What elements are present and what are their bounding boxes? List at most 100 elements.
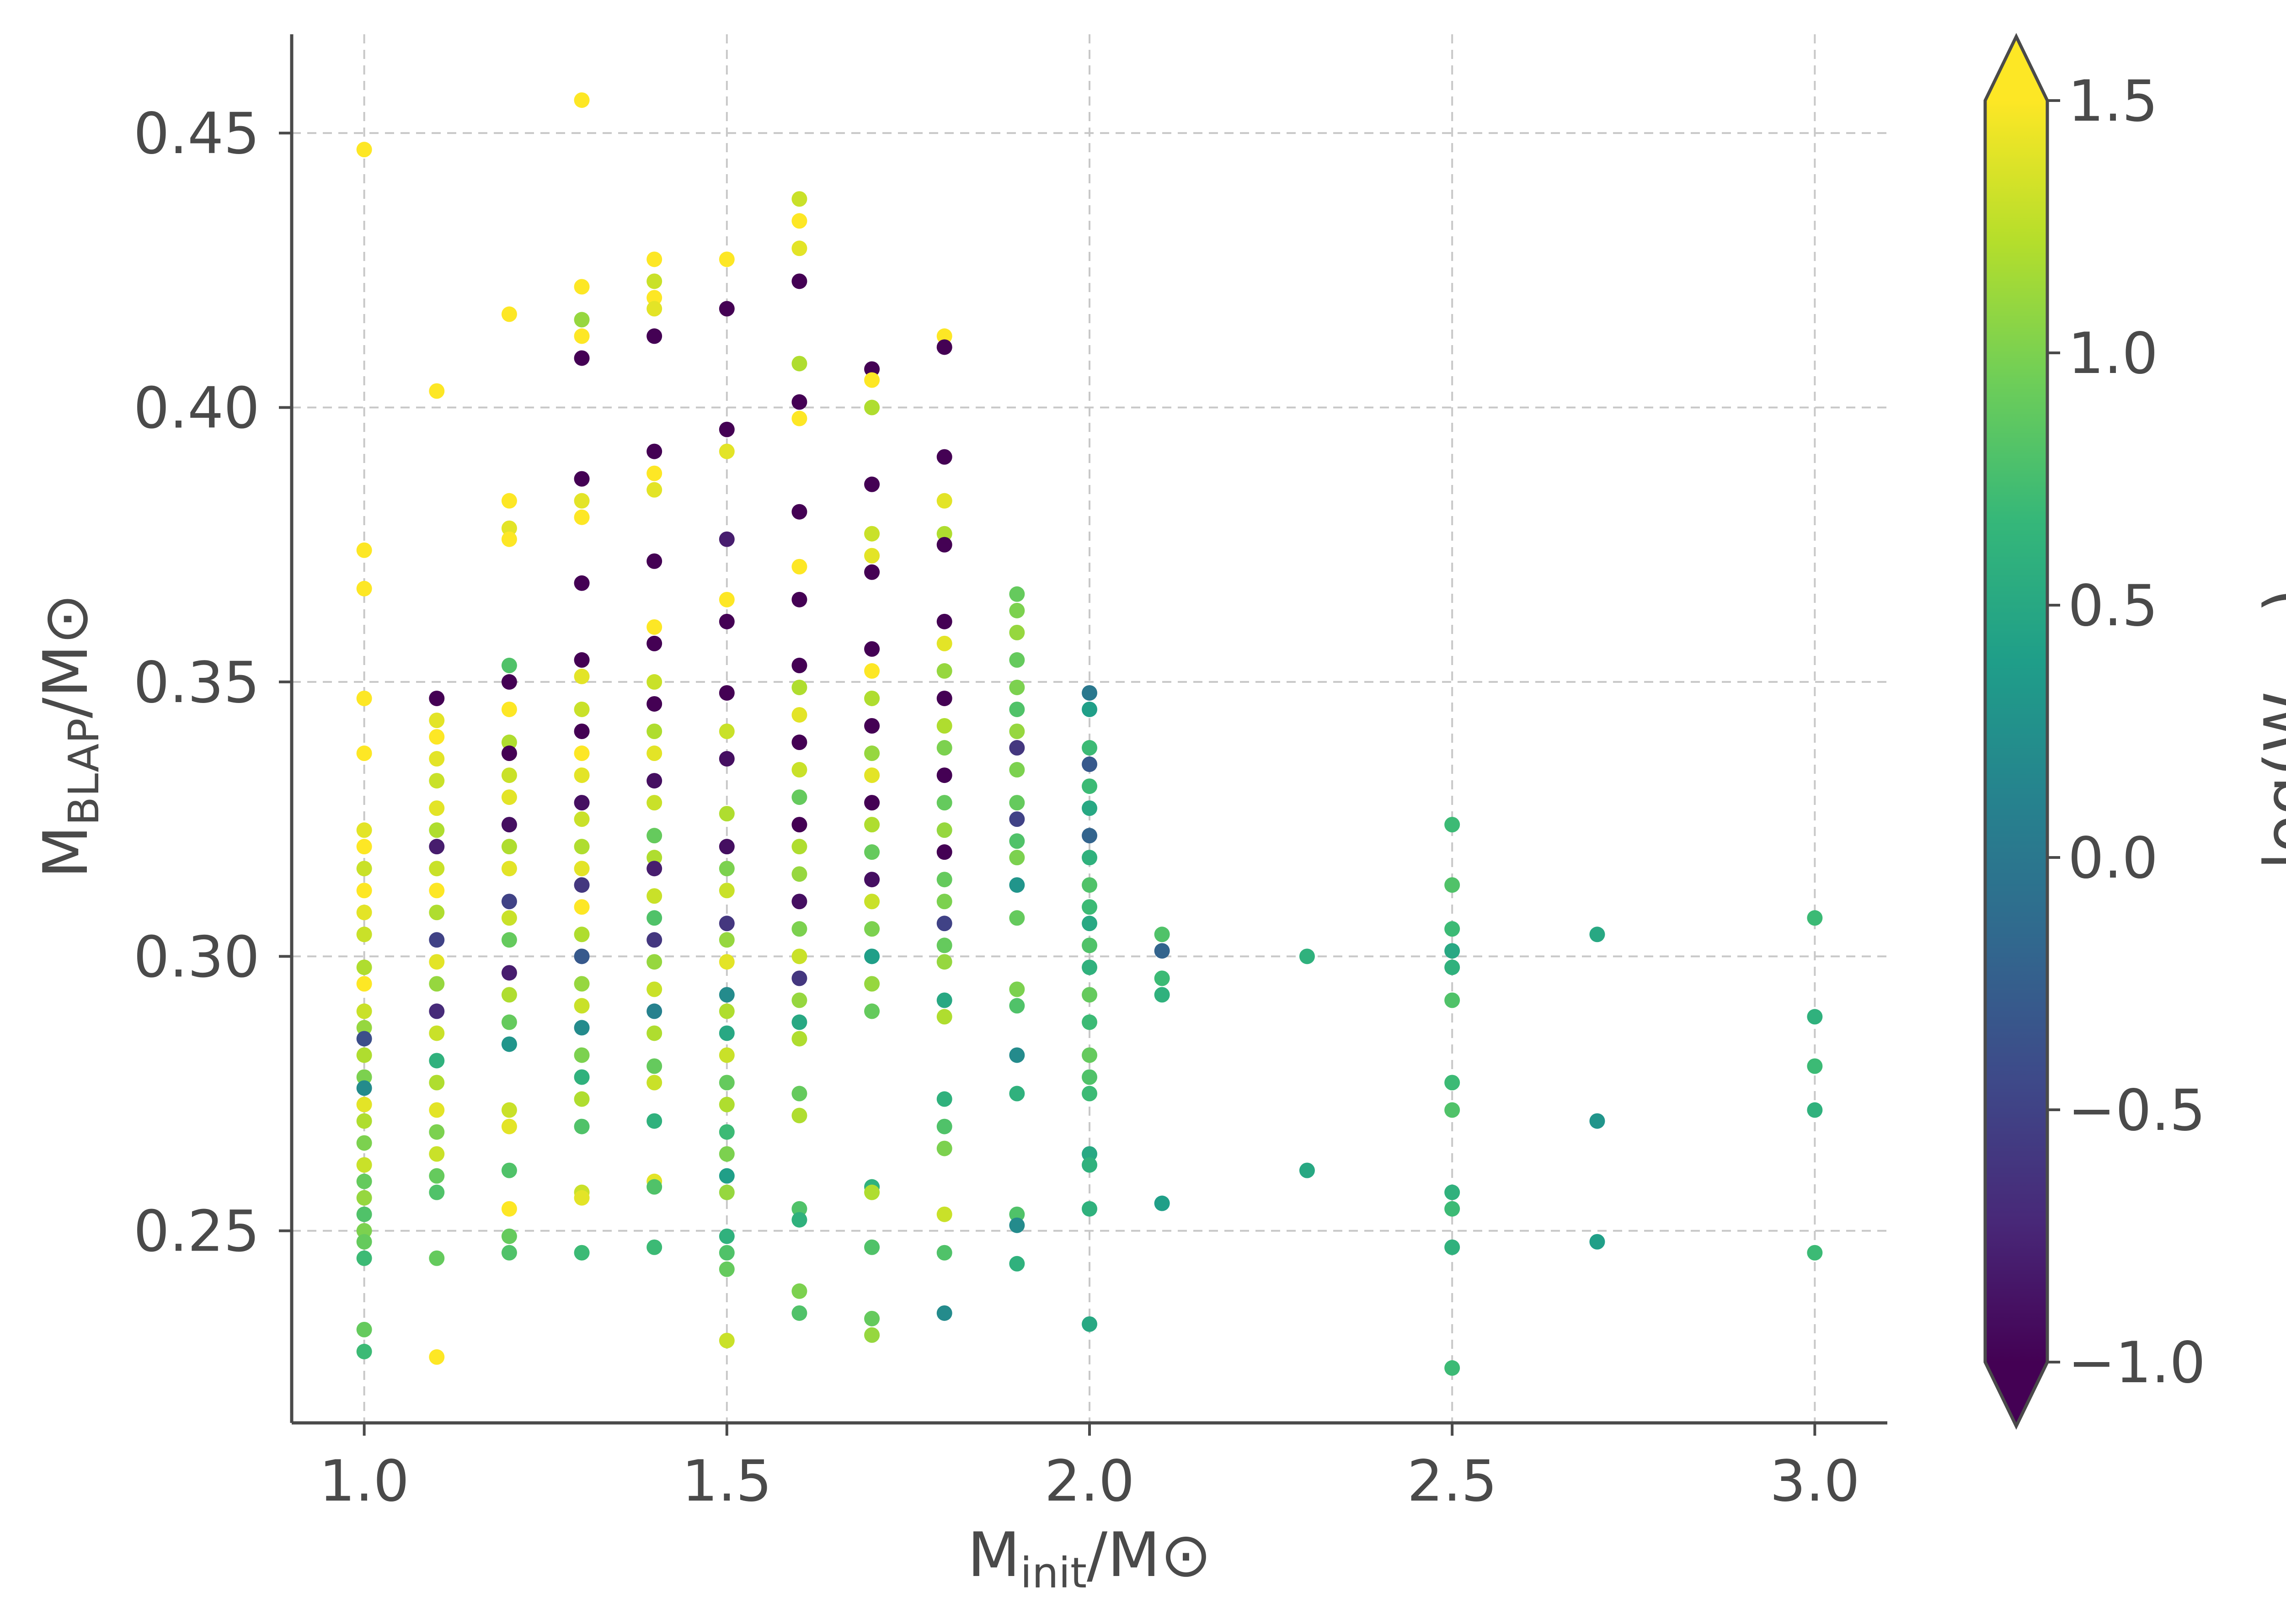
scatter-point (936, 526, 952, 542)
scatter-point (791, 1086, 807, 1102)
scatter-point (719, 1124, 735, 1140)
scatter-point (719, 531, 735, 547)
scatter-point (429, 861, 445, 877)
y-axis-label: MBLAP/M⊙ (30, 593, 108, 879)
scatter-point (791, 679, 807, 695)
colorbar-tick-label: 1.5 (2068, 69, 2158, 134)
scatter-point (429, 1349, 445, 1365)
scatter-point (356, 1031, 372, 1047)
scatter-point (574, 877, 590, 893)
scatter-point (429, 1124, 445, 1140)
scatter-point (1009, 833, 1025, 849)
scatter-point (864, 690, 880, 706)
scatter-point (791, 1014, 807, 1030)
scatter-point (501, 1245, 517, 1261)
scatter-point (356, 822, 372, 838)
scatter-point (429, 1053, 445, 1069)
scatter-point (429, 729, 445, 745)
scatter-point (646, 932, 662, 948)
scatter-point (646, 850, 662, 866)
scatter-point (1154, 926, 1170, 942)
scatter-point (1082, 685, 1097, 701)
scatter-point (1009, 602, 1025, 618)
scatter-point (1807, 1058, 1823, 1074)
scatter-point (936, 767, 952, 783)
scatter-point (429, 690, 445, 706)
scatter-point (936, 916, 952, 932)
scatter-point (936, 894, 952, 910)
scatter-point (1807, 1245, 1823, 1261)
scatter-point (574, 948, 590, 964)
scatter-point (791, 894, 807, 910)
scatter-point (864, 795, 880, 811)
scatter-point (646, 619, 662, 635)
scatter-point (356, 1080, 372, 1096)
scatter-point (1009, 1086, 1025, 1102)
scatter-point (791, 735, 807, 751)
scatter-point (936, 328, 952, 344)
scatter-point (356, 542, 372, 558)
scatter-point (574, 328, 590, 344)
scatter-point (791, 1031, 807, 1047)
scatter-point (574, 1118, 590, 1134)
scatter-point (646, 290, 662, 306)
scatter-point (429, 1168, 445, 1184)
scatter-point (501, 701, 517, 717)
scatter-point (356, 1173, 372, 1189)
scatter-point (1082, 1047, 1097, 1063)
scatter-point (1444, 921, 1460, 937)
scatter-point (719, 591, 735, 607)
scatter-point (356, 1157, 372, 1173)
scatter-point (864, 641, 880, 657)
scatter-point (1082, 987, 1097, 1003)
scatter-point (864, 399, 880, 415)
scatter-point (574, 1047, 590, 1063)
scatter-point (791, 707, 807, 723)
scatter-point (791, 992, 807, 1008)
scatter-point (936, 1009, 952, 1025)
scatter-point (1082, 740, 1097, 756)
scatter-point (356, 959, 372, 975)
x-tick-label: 2.5 (1407, 1448, 1497, 1514)
scatter-point (1009, 998, 1025, 1014)
scatter-point (429, 976, 445, 992)
scatter-point (574, 509, 590, 525)
scatter-point (936, 992, 952, 1008)
scatter-point (356, 976, 372, 992)
scatter-point (646, 1113, 662, 1129)
scatter-point (646, 273, 662, 289)
x-axis-label: Minit/M⊙ (967, 1519, 1212, 1597)
scatter-point (574, 312, 590, 328)
scatter-point (646, 888, 662, 904)
scatter-point (719, 1003, 735, 1019)
scatter-point (719, 806, 735, 822)
scatter-point (1082, 756, 1097, 772)
scatter-point (574, 998, 590, 1014)
scatter-point (646, 1025, 662, 1041)
scatter-point (1589, 1113, 1605, 1129)
scatter-point (719, 443, 735, 459)
scatter-point (791, 921, 807, 937)
scatter-point (1589, 926, 1605, 942)
scatter-point (356, 1250, 372, 1266)
scatter-point (791, 1108, 807, 1123)
scatter-point (429, 883, 445, 899)
scatter-point (791, 1283, 807, 1299)
y-tick-label: 0.25 (134, 1199, 260, 1265)
scatter-point (356, 861, 372, 877)
scatter-point (574, 668, 590, 684)
scatter-point (356, 1047, 372, 1063)
scatter-point (1082, 850, 1097, 866)
scatter-point (501, 306, 517, 322)
y-tick-label: 0.35 (134, 650, 260, 716)
axes: 1.0 1.5 2.0 2.5 3.0 0.25 0.30 0.35 0.40 0.45 (134, 34, 1887, 1514)
scatter-point (501, 861, 517, 877)
colorbar: −1.0 −0.5 0.0 0.5 1.0 1.5 (1983, 32, 2206, 1430)
scatter-point (574, 1069, 590, 1085)
scatter-point (864, 921, 880, 937)
scatter-point (501, 987, 517, 1003)
scatter-point (646, 301, 662, 317)
scatter-point (864, 372, 880, 388)
scatter-point (356, 1343, 372, 1359)
scatter-point (501, 1102, 517, 1118)
